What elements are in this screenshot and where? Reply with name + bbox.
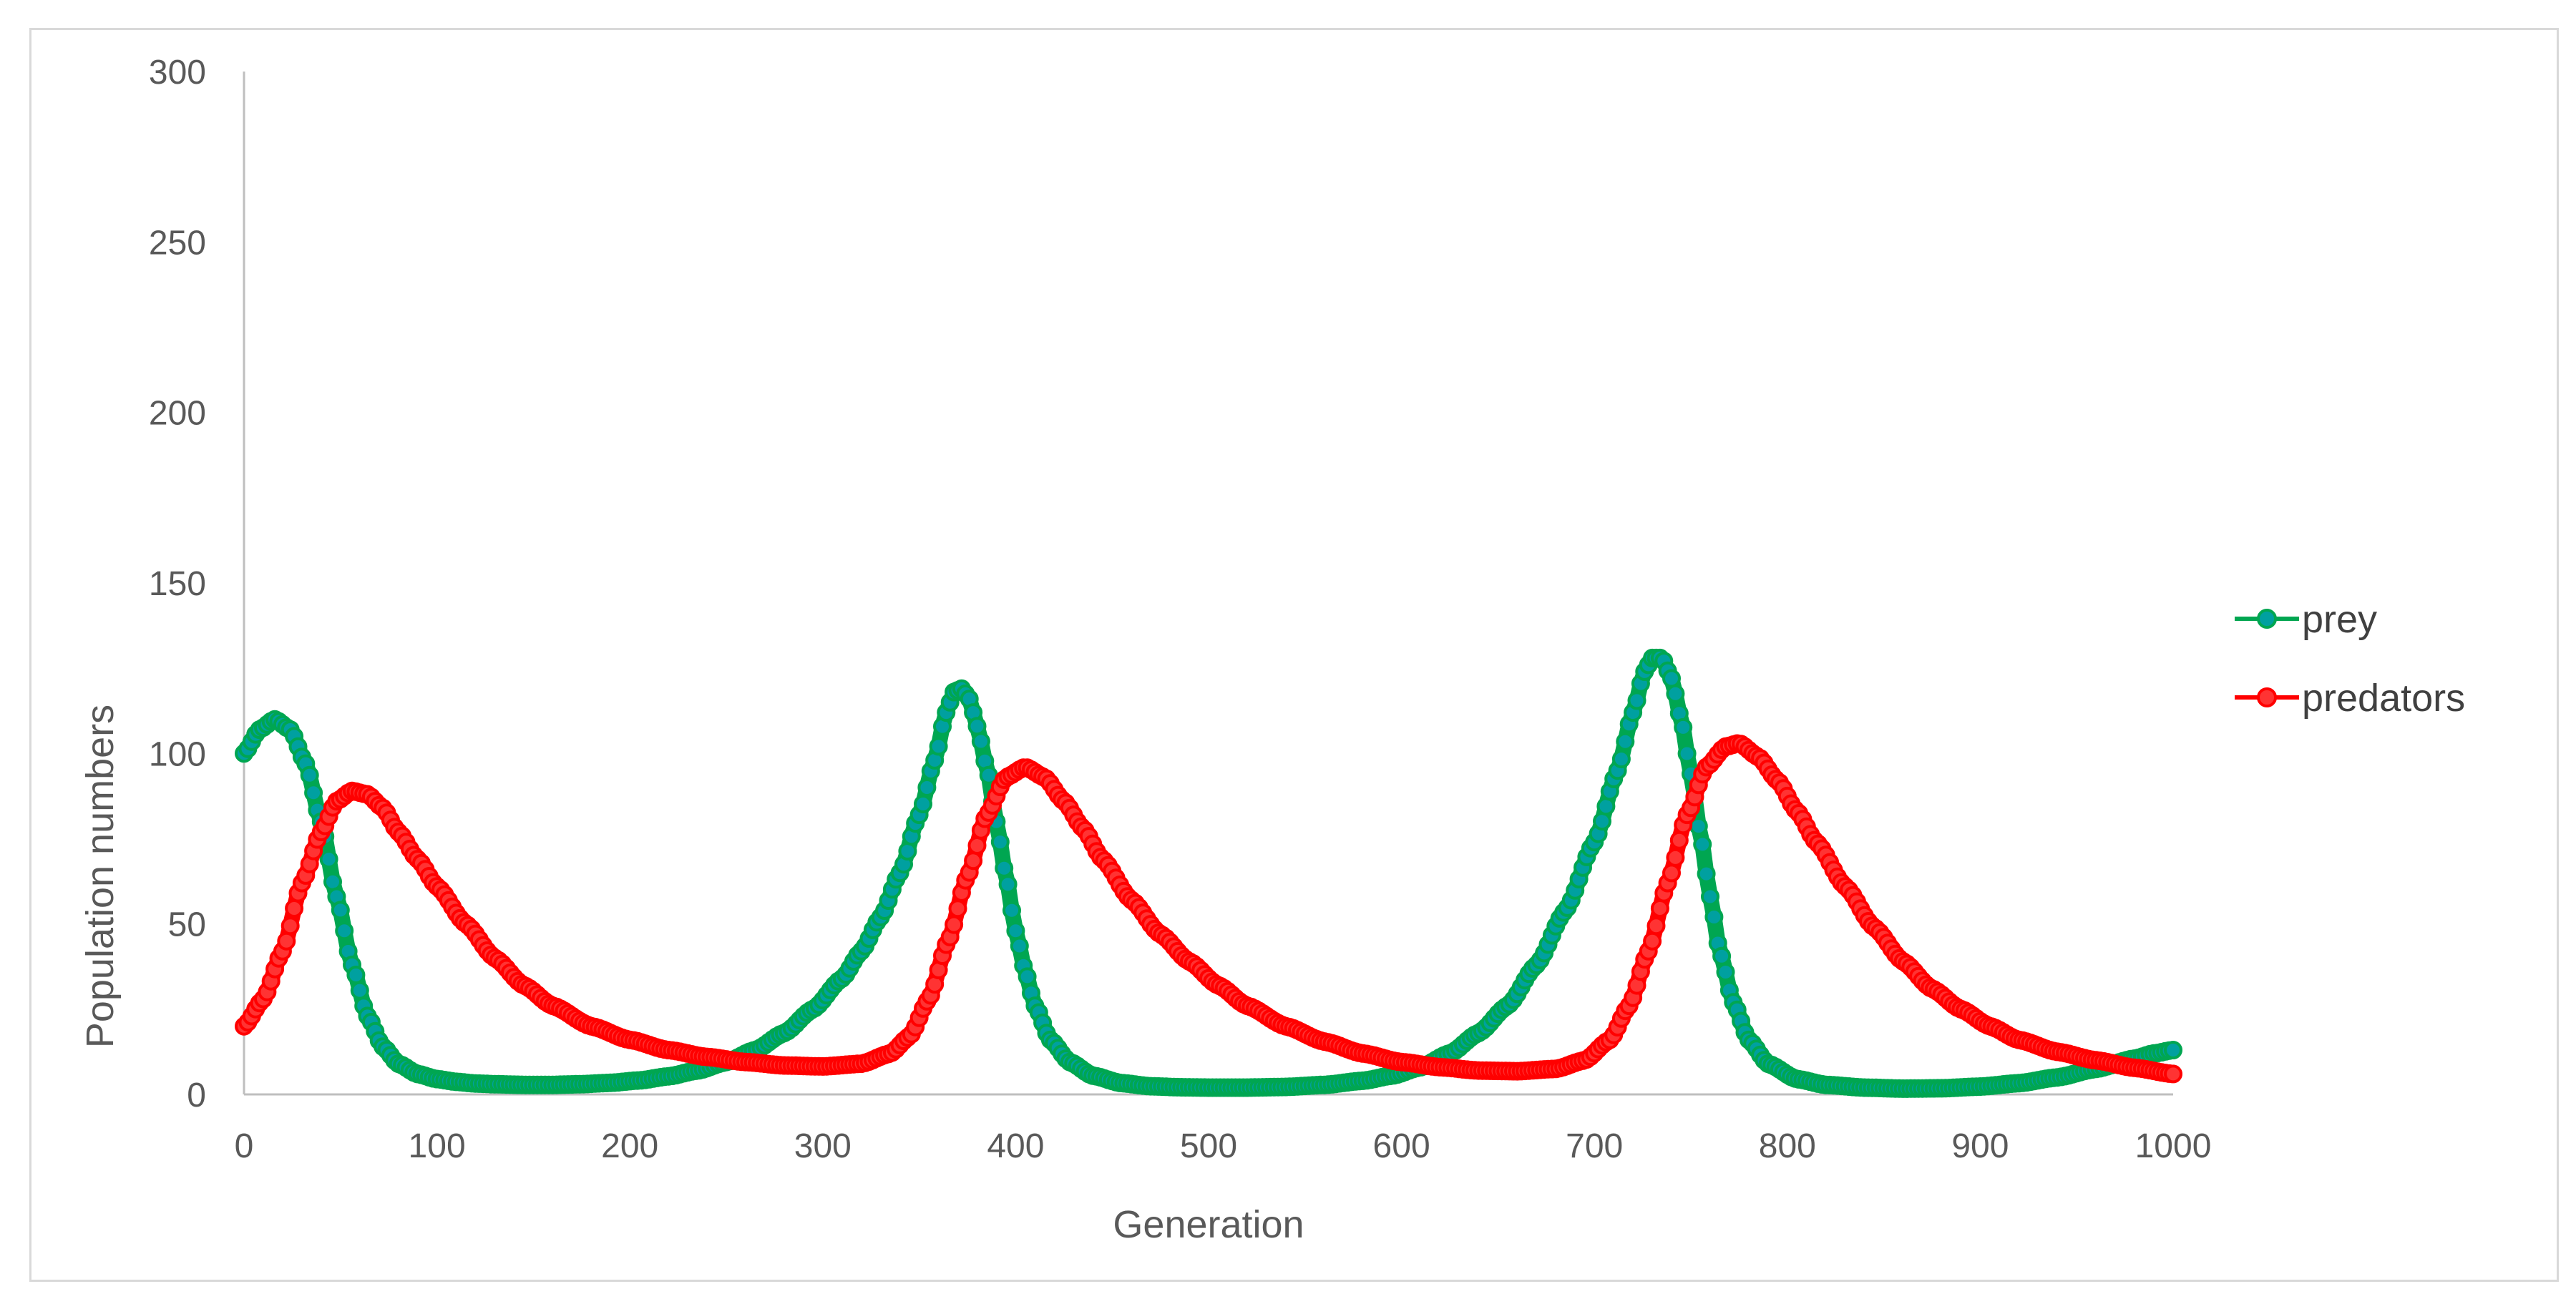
data-point (1643, 931, 1662, 951)
y-tick-label: 0 (187, 1077, 206, 1114)
data-point (1650, 899, 1669, 918)
y-tick-label: 200 (149, 395, 206, 433)
data-point (1716, 963, 1735, 981)
data-point (1701, 887, 1719, 906)
data-point (304, 783, 323, 803)
legend-marker-predators (2257, 687, 2277, 707)
legend-marker-prey (2257, 609, 2277, 629)
data-point (964, 851, 983, 871)
x-tick-label: 300 (794, 1127, 852, 1165)
y-tick-label: 100 (149, 735, 206, 773)
data-point (277, 931, 296, 951)
y-tick-labels: 0 50 100 150 200 250 300 (149, 54, 206, 1114)
data-point (2164, 1041, 2182, 1059)
series-line-prey (236, 649, 2181, 1097)
data-point (1002, 901, 1021, 920)
x-tick-label: 0 (235, 1127, 254, 1165)
y-axis-title: Population numbers (79, 705, 122, 1048)
data-point (948, 899, 967, 918)
x-tick-label: 200 (601, 1127, 658, 1165)
data-point (898, 842, 917, 861)
legend-item-prey: prey (2235, 598, 2377, 641)
data-point (1662, 863, 1681, 883)
series-line-predators (236, 735, 2181, 1082)
legend: prey predators (2235, 598, 2465, 720)
x-tick-label: 800 (1759, 1127, 1816, 1165)
data-point (300, 765, 319, 785)
x-tick-label: 600 (1373, 1127, 1430, 1165)
data-point (1662, 669, 1681, 688)
data-point (1010, 936, 1029, 956)
data-point (1596, 797, 1616, 816)
data-point (967, 836, 987, 855)
data-point (967, 717, 987, 736)
data-point (1712, 946, 1732, 966)
data-point (350, 981, 369, 1000)
x-tick-label: 700 (1566, 1127, 1623, 1165)
data-point (331, 901, 350, 920)
data-point (1006, 921, 1025, 941)
data-point (1666, 848, 1685, 867)
data-point (1704, 908, 1724, 926)
data-point (914, 795, 932, 813)
legend-label-prey: prey (2302, 598, 2377, 641)
plot-area (235, 648, 2182, 1098)
data-point (1669, 830, 1689, 850)
data-point (971, 732, 990, 751)
data-point (1627, 691, 1646, 710)
legend-item-predators: predators (2235, 677, 2465, 720)
x-axis-title: Generation (1113, 1203, 1304, 1246)
y-tick-label: 50 (168, 906, 206, 944)
data-point (1693, 835, 1712, 854)
x-tick-label: 400 (987, 1127, 1044, 1165)
y-tick-label: 250 (149, 224, 206, 262)
x-tick-label: 900 (1951, 1127, 2009, 1165)
series-prey (235, 648, 2182, 1098)
data-point (1666, 684, 1685, 703)
data-point (1616, 732, 1635, 751)
data-point (929, 737, 948, 756)
data-point (1674, 717, 1693, 737)
data-point (319, 850, 338, 869)
data-point (285, 899, 304, 918)
data-point (323, 872, 342, 891)
data-point (280, 916, 300, 936)
data-point (990, 833, 1010, 852)
x-tick-label: 1000 (2135, 1127, 2212, 1165)
data-point (998, 875, 1018, 894)
series-predators (235, 734, 2182, 1084)
x-tick-label: 100 (409, 1127, 466, 1165)
data-point (945, 915, 964, 934)
data-point (346, 966, 366, 984)
y-tick-label: 150 (149, 565, 206, 603)
x-tick-label: 500 (1180, 1127, 1237, 1165)
data-point (1593, 812, 1611, 831)
data-point (995, 858, 1014, 878)
data-point (1697, 864, 1716, 883)
y-tick-label: 300 (149, 54, 206, 92)
x-tick-labels: 0 100 200 300 400 500 600 700 800 900 1000 (235, 1127, 2212, 1165)
data-point (1018, 967, 1037, 986)
data-point (335, 921, 354, 941)
legend-label-predators: predators (2302, 677, 2465, 720)
data-point (917, 778, 937, 797)
data-point (1611, 750, 1631, 769)
data-point (1677, 744, 1697, 763)
data-point (2164, 1064, 2182, 1084)
data-point (1646, 916, 1666, 936)
